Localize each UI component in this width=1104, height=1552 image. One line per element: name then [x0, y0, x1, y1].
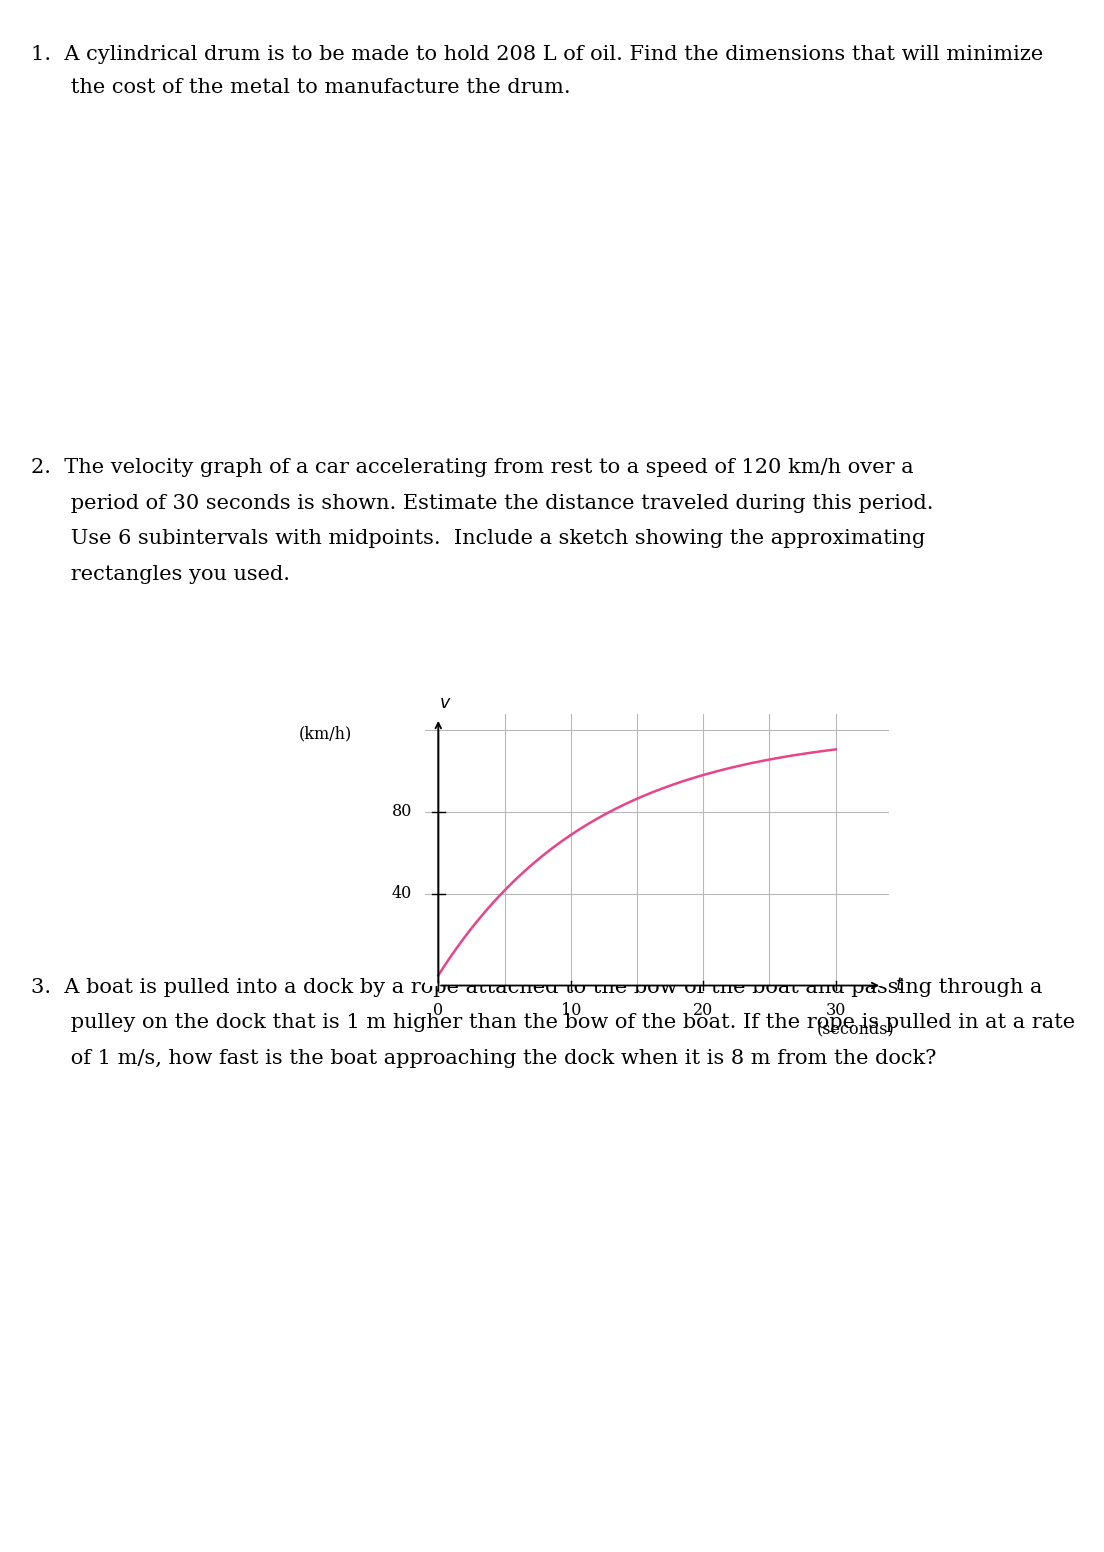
Text: of 1 m/s, how fast is the boat approaching the dock when it is 8 m from the dock: of 1 m/s, how fast is the boat approachi…: [31, 1049, 936, 1068]
Text: the cost of the metal to manufacture the drum.: the cost of the metal to manufacture the…: [31, 78, 571, 96]
Text: 3.  A boat is pulled into a dock by a rope attached to the bow of the boat and p: 3. A boat is pulled into a dock by a rop…: [31, 978, 1042, 996]
Text: 30: 30: [826, 1003, 846, 1018]
Text: $t$: $t$: [895, 978, 904, 993]
Text: 2.  The velocity graph of a car accelerating from rest to a speed of 120 km/h ov: 2. The velocity graph of a car accelerat…: [31, 458, 913, 476]
Text: (km/h): (km/h): [299, 726, 352, 743]
Text: pulley on the dock that is 1 m higher than the bow of the boat. If the rope is p: pulley on the dock that is 1 m higher th…: [31, 1013, 1075, 1032]
Text: $v$: $v$: [438, 695, 452, 712]
Text: rectangles you used.: rectangles you used.: [31, 565, 290, 584]
Text: 40: 40: [392, 885, 412, 902]
Text: period of 30 seconds is shown. Estimate the distance traveled during this period: period of 30 seconds is shown. Estimate …: [31, 494, 933, 512]
Text: 1.  A cylindrical drum is to be made to hold 208 L of oil. Find the dimensions t: 1. A cylindrical drum is to be made to h…: [31, 45, 1043, 64]
Text: (seconds): (seconds): [817, 1020, 894, 1037]
Text: 10: 10: [561, 1003, 581, 1018]
Text: 20: 20: [693, 1003, 713, 1018]
Text: Use 6 subintervals with midpoints.  Include a sketch showing the approximating: Use 6 subintervals with midpoints. Inclu…: [31, 529, 925, 548]
Text: 0: 0: [433, 1003, 444, 1018]
Text: 80: 80: [392, 804, 412, 821]
